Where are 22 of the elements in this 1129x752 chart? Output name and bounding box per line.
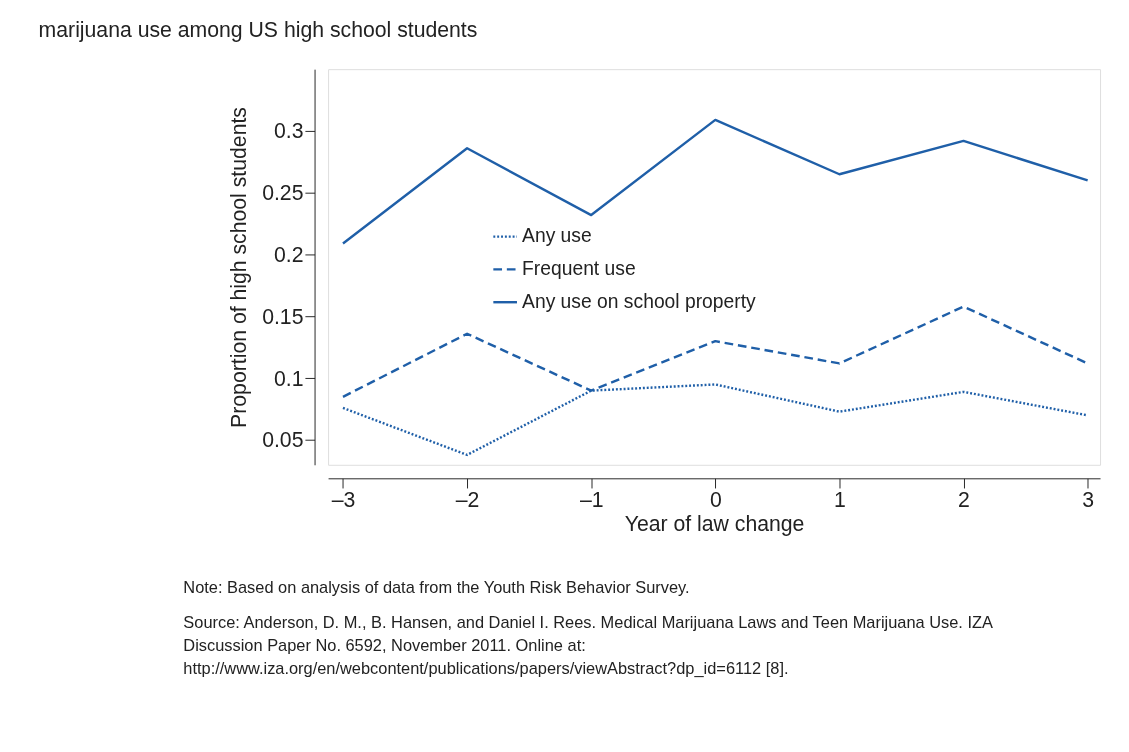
y-tick-label: 0.05 (262, 428, 304, 452)
chart-title: marijuana use among US high school students (38, 18, 478, 43)
x-axis-title: Year of law change (624, 511, 805, 536)
y-tick-label: 0.1 (273, 366, 304, 390)
x-tick-label: 0 (709, 487, 722, 511)
x-tick-label: –2 (455, 487, 480, 511)
legend-label: Any use on school property (522, 291, 757, 313)
legend-label: Any use (522, 225, 592, 247)
x-tick-label: –3 (331, 487, 356, 511)
legend-label: Frequent use (522, 258, 636, 280)
line-series (341, 118, 1089, 245)
y-tick-label: 0.15 (262, 304, 304, 328)
y-axis-title: Proportion of high school students (226, 107, 251, 428)
x-tick-label: 2 (958, 487, 970, 511)
y-tick-label: 0.3 (273, 119, 304, 143)
text: Note: Based on analysis of data from the Youth Risk Behavior Survey. (183, 578, 690, 597)
x-tick-label: 3 (1082, 487, 1095, 511)
x-tick-label: –1 (579, 487, 604, 511)
y-tick-label: 0.2 (273, 242, 304, 266)
y-tick-label: 0.25 (262, 181, 304, 205)
source-note: Source: Anderson, D. M., B. Hansen, and Daniel I. Rees. Medical Marijuana Laws and Teen Marijuana Use. IZA Discussion Paper No. 6592, November 2011. Online at: http://www.iza.org/en/webcontent/publications/papers/viewAbstract?dp_id=6112 [8]. (183, 612, 994, 679)
x-tick-label: 1 (834, 487, 846, 511)
